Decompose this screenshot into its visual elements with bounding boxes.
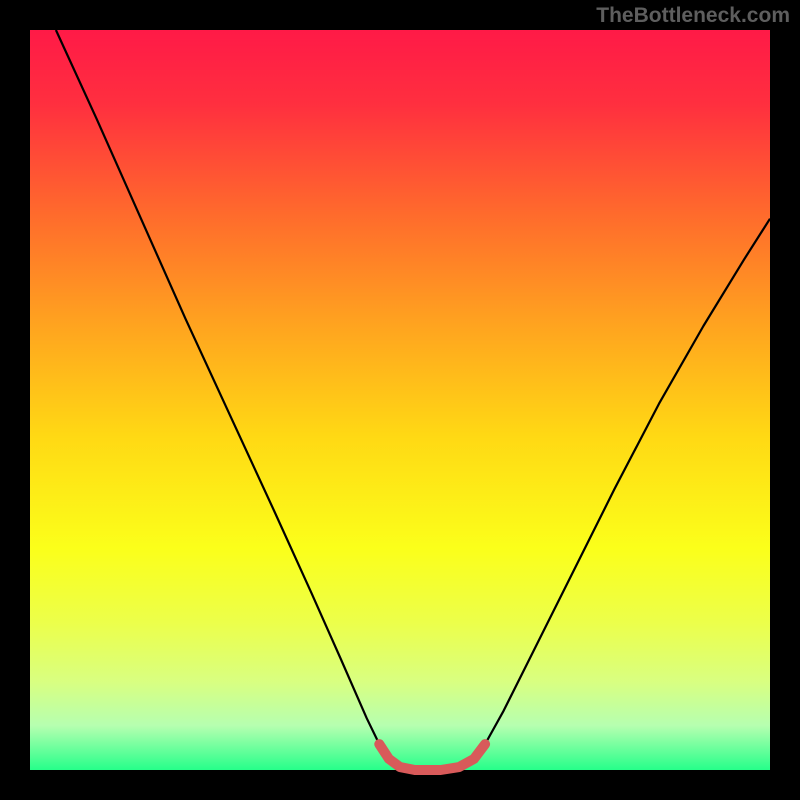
chart-container: TheBottleneck.com — [0, 0, 800, 800]
watermark-text: TheBottleneck.com — [596, 4, 790, 28]
bottleneck-chart — [0, 0, 800, 800]
plot-background — [30, 30, 770, 770]
